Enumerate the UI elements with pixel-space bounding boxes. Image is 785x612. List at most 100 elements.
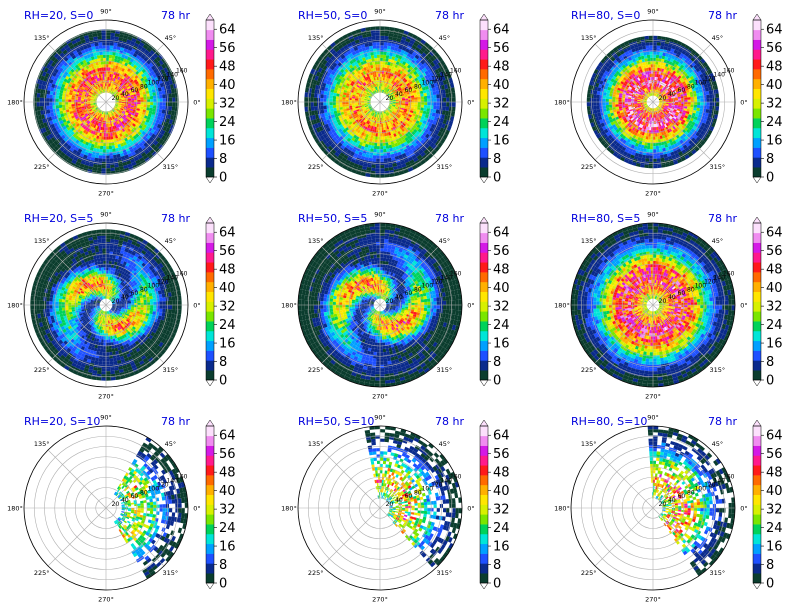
heatmap-cell [123,114,127,118]
heatmap-cell [335,41,342,47]
heatmap-cell [653,130,656,134]
heatmap-cell [403,30,409,35]
heatmap-cell [92,108,96,111]
heatmap-cell [84,130,89,135]
heatmap-cell [400,116,404,120]
heatmap-cell [414,97,418,100]
heatmap-cell [442,69,448,76]
heatmap-cell [428,122,433,128]
heatmap-cell [666,70,671,75]
heatmap-cell [383,158,388,162]
heatmap-cell [668,79,672,84]
heatmap-cell [145,73,150,79]
heatmap-cell [121,54,126,59]
heatmap-cell [435,140,441,147]
heatmap-cell [351,98,355,101]
heatmap-cell [90,110,94,114]
heatmap-cell [118,110,122,114]
heatmap-cell [371,116,374,120]
heatmap-cell [356,110,361,114]
heatmap-cell [67,157,73,163]
heatmap-cell [73,164,80,170]
heatmap-cell [397,31,404,37]
heatmap-cell [432,120,437,125]
heatmap-cell [114,36,119,41]
heatmap-cell [338,85,343,89]
heatmap-cell [375,83,377,87]
heatmap-cell [651,108,653,112]
heatmap-cell [347,112,351,116]
heatmap-cell [380,76,382,80]
heatmap-cell [367,65,372,70]
heatmap-cell [95,138,99,143]
heatmap-cell [83,83,88,87]
heatmap-cell [436,126,442,132]
heatmap-cell [678,98,682,101]
heatmap-cell [646,116,649,121]
heatmap-cell [394,142,399,147]
heatmap-cell [662,79,666,83]
heatmap-cell [403,116,408,120]
heatmap-cell [88,37,94,42]
heatmap-cell [106,35,111,40]
heatmap-cell [85,134,90,139]
heatmap-cell [118,97,122,100]
heatmap-cell [352,79,357,83]
heatmap-cell [131,55,136,61]
heatmap-cell [142,124,147,129]
heatmap-cell [122,58,127,63]
heatmap-cell [351,96,356,99]
heatmap-cell [107,123,110,128]
heatmap-cell [120,94,124,97]
heatmap-cell [433,105,437,110]
heatmap-cell [422,62,428,68]
heatmap-cell [143,102,147,105]
heatmap-cell [655,83,657,87]
heatmap-cell [628,124,633,129]
heatmap-cell [667,94,671,97]
heatmap-cell [99,51,103,56]
heatmap-cell [618,93,623,96]
heatmap-cell [645,105,649,109]
heatmap-cell [35,78,41,85]
heatmap-cell [111,84,114,88]
heatmap-cell [339,152,345,158]
heatmap-cell [77,75,82,80]
heatmap-cell [62,49,68,55]
heatmap-cell [668,99,672,101]
heatmap-cell [342,92,347,96]
heatmap-cell [103,83,105,87]
heatmap-cell [646,106,650,110]
heatmap-cell [376,48,380,52]
heatmap-cell [659,125,663,130]
heatmap-cell [119,133,123,137]
heatmap-cell [75,60,80,65]
heatmap-cell [135,66,140,71]
heatmap-cell [408,61,414,67]
heatmap-cell [394,125,398,130]
heatmap-cell [52,80,57,85]
heatmap-cell [401,95,405,98]
heatmap-cell [92,109,96,112]
heatmap-cell [654,83,656,87]
heatmap-cell [117,156,122,161]
heatmap-cell [402,82,407,87]
heatmap-cell [389,113,393,118]
heatmap-cell [39,102,44,107]
heatmap-cell [350,55,355,61]
heatmap-cell [142,154,149,160]
heatmap-cell [149,107,153,112]
heatmap-cell [680,84,685,89]
heatmap-cell [348,64,354,69]
heatmap-cell [655,67,658,71]
heatmap-cell [106,64,109,68]
heatmap-cell [116,127,120,132]
heatmap-cell [58,117,63,122]
heatmap-cell [663,87,667,91]
heatmap-cell [92,52,97,57]
heatmap-cell [55,95,60,99]
heatmap-cell [140,106,144,110]
heatmap-cell [131,151,136,156]
heatmap-cell [333,127,339,132]
